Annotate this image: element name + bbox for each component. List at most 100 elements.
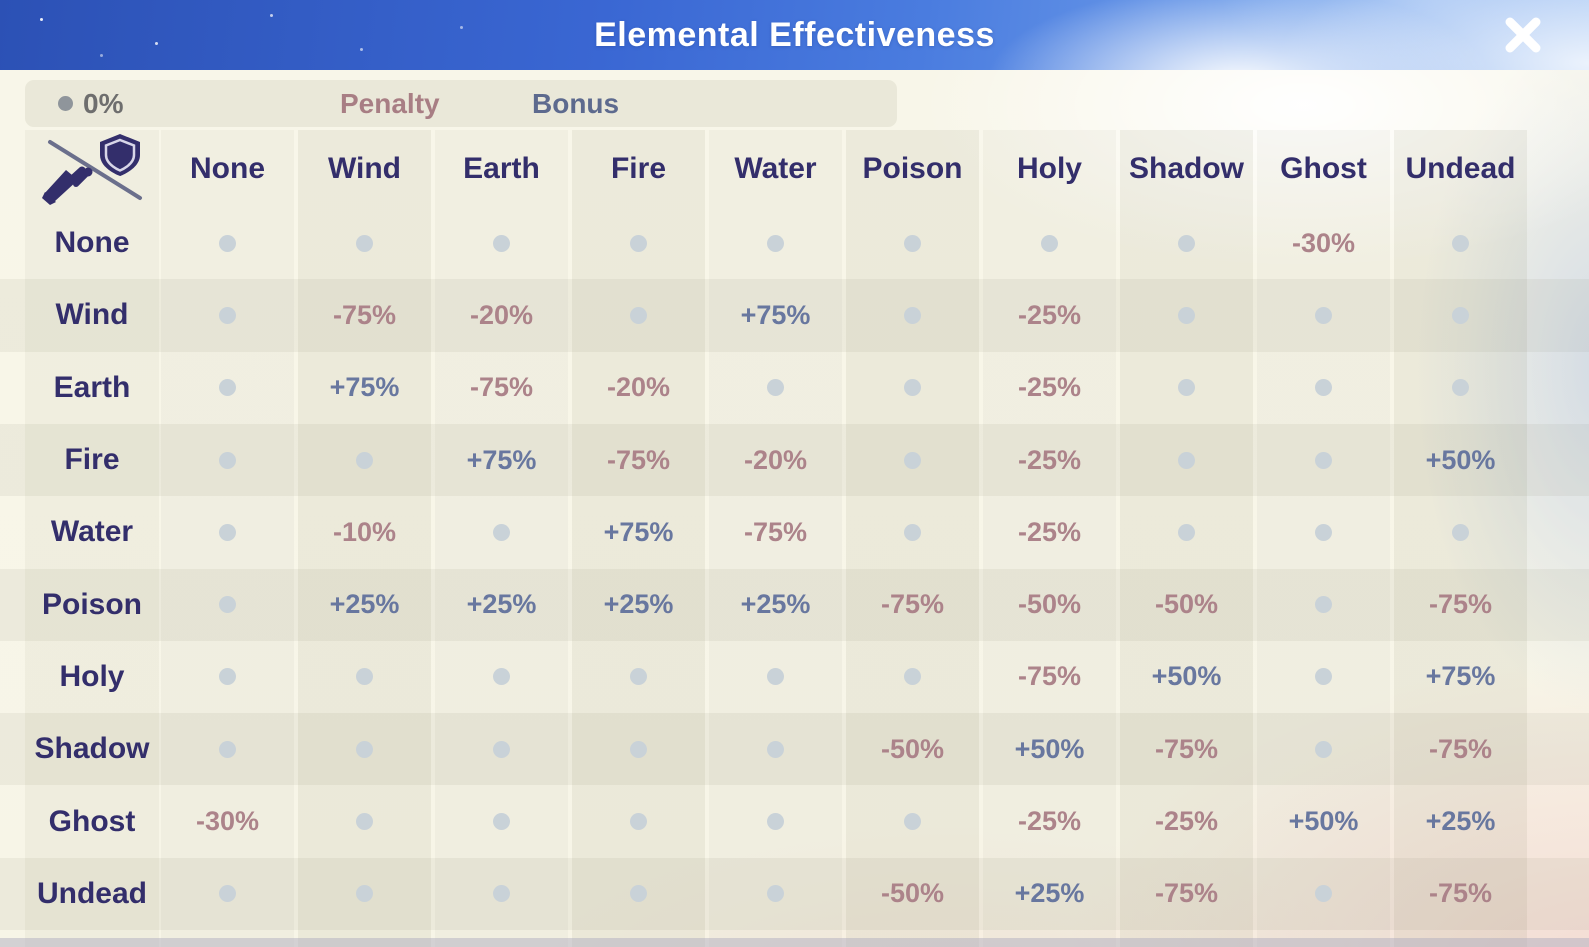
effectiveness-cell [981, 207, 1118, 279]
effectiveness-cell: -30% [195, 806, 260, 837]
zero-effect-dot-icon [904, 523, 921, 541]
zero-effect-dot-icon [1315, 596, 1332, 614]
effectiveness-cell [1392, 207, 1529, 279]
effectiveness-cell: +75% [603, 516, 674, 547]
star-specks [40, 18, 43, 21]
effectiveness-cell [707, 785, 844, 857]
zero-effect-dot-icon [1315, 740, 1332, 758]
zero-effect-dot-icon [356, 668, 373, 686]
effectiveness-cell: -75% [1428, 589, 1493, 620]
legend-penalty-label: Penalty [340, 87, 440, 119]
zero-effect-dot-icon [630, 306, 647, 324]
effectiveness-cell [570, 858, 707, 930]
effectiveness-cell [707, 641, 844, 713]
zero-effect-dot-icon [356, 885, 373, 903]
effectiveness-cell: -75% [1154, 878, 1219, 909]
effectiveness-cell [1255, 858, 1392, 930]
effectiveness-cell [159, 496, 296, 568]
zero-effect-dot-icon [904, 813, 921, 831]
zero-effect-dot-icon [1315, 885, 1332, 903]
zero-effect-dot-icon [219, 379, 236, 397]
column-header-poison: Poison [862, 151, 963, 185]
zero-effect-dot-icon [630, 668, 647, 686]
shield-icon [100, 133, 140, 176]
zero-effect-dot-icon [219, 596, 236, 614]
effectiveness-cell: -25% [1017, 372, 1082, 403]
effectiveness-cell [296, 207, 433, 279]
legend-zero: 0% [58, 80, 123, 127]
column-header-wind: Wind [327, 151, 402, 185]
effectiveness-cell: -50% [880, 733, 945, 764]
effectiveness-cell [159, 713, 296, 785]
effectiveness-cell: -20% [469, 299, 534, 330]
column-header-shadow: Shadow [1128, 151, 1244, 185]
column-strip [983, 130, 1116, 947]
effectiveness-cell [844, 641, 981, 713]
effectiveness-cell [1255, 424, 1392, 496]
zero-effect-dot-icon [1178, 451, 1195, 469]
effectiveness-cell [433, 641, 570, 713]
zero-effect-dot-icon [904, 234, 921, 252]
effectiveness-cell [707, 352, 844, 424]
effectiveness-cell [570, 641, 707, 713]
effectiveness-cell [570, 279, 707, 351]
zero-effect-dot-icon [493, 813, 510, 831]
effectiveness-cell: -20% [743, 444, 808, 475]
effectiveness-cell [707, 713, 844, 785]
effectiveness-cell: -75% [606, 444, 671, 475]
row-label-none: None [54, 226, 130, 260]
zero-effect-dot-icon [1041, 234, 1058, 252]
row-label-water: Water [50, 515, 134, 549]
effectiveness-cell [570, 785, 707, 857]
effectiveness-cell: -25% [1017, 516, 1082, 547]
zero-effect-dot-icon [1452, 523, 1469, 541]
effectiveness-cell: -75% [1428, 878, 1493, 909]
effectiveness-cell [1255, 279, 1392, 351]
effectiveness-cell: -50% [1017, 589, 1082, 620]
zero-effect-dot-icon [219, 306, 236, 324]
title-bar: Elemental Effectiveness [0, 0, 1589, 70]
legend: 0% Penalty Bonus [25, 80, 897, 127]
zero-effect-dot-icon [1178, 306, 1195, 324]
zero-effect-dot-icon [219, 740, 236, 758]
effectiveness-cell: -30% [1291, 227, 1356, 258]
label-column-strip [25, 130, 159, 947]
zero-effect-dot-icon [630, 813, 647, 831]
zero-effect-dot-icon [356, 813, 373, 831]
effectiveness-cell: +25% [740, 589, 811, 620]
effectiveness-cell: +75% [1425, 661, 1496, 692]
zero-effect-dot-icon [767, 668, 784, 686]
zero-effect-dot-icon [1315, 523, 1332, 541]
effectiveness-cell [159, 279, 296, 351]
effectiveness-cell [1118, 207, 1255, 279]
column-header-none: None [190, 151, 265, 185]
effectiveness-cell: -75% [1428, 733, 1493, 764]
effectiveness-cell [1255, 352, 1392, 424]
effectiveness-cell [570, 207, 707, 279]
zero-effect-dot-icon [630, 885, 647, 903]
effectiveness-cell: -75% [743, 516, 808, 547]
attacker-vs-defender-corner [25, 130, 159, 207]
zero-effect-dot-icon [493, 740, 510, 758]
dialog-title: Elemental Effectiveness [594, 15, 995, 54]
row-label-shadow: Shadow [34, 732, 150, 766]
zero-effect-dot-icon [356, 451, 373, 469]
effectiveness-cell: -10% [332, 516, 397, 547]
zero-effect-dot-icon [493, 234, 510, 252]
sword-shield-axis-icon [42, 133, 142, 205]
column-strip [298, 130, 431, 947]
effectiveness-cell [1392, 279, 1529, 351]
column-header-ghost: Ghost [1280, 151, 1367, 185]
effectiveness-cell [707, 858, 844, 930]
effectiveness-cell: -75% [1017, 661, 1082, 692]
zero-effect-dot-icon [219, 523, 236, 541]
zero-effect-dot-icon [630, 740, 647, 758]
zero-effect-dot-icon [767, 885, 784, 903]
effectiveness-cell [296, 424, 433, 496]
close-button[interactable] [1499, 11, 1547, 59]
effectiveness-cell [296, 641, 433, 713]
zero-effect-dot-icon [904, 306, 921, 324]
effectiveness-cell: +75% [329, 372, 400, 403]
effectiveness-cell [1118, 424, 1255, 496]
zero-effect-dot-icon [219, 668, 236, 686]
